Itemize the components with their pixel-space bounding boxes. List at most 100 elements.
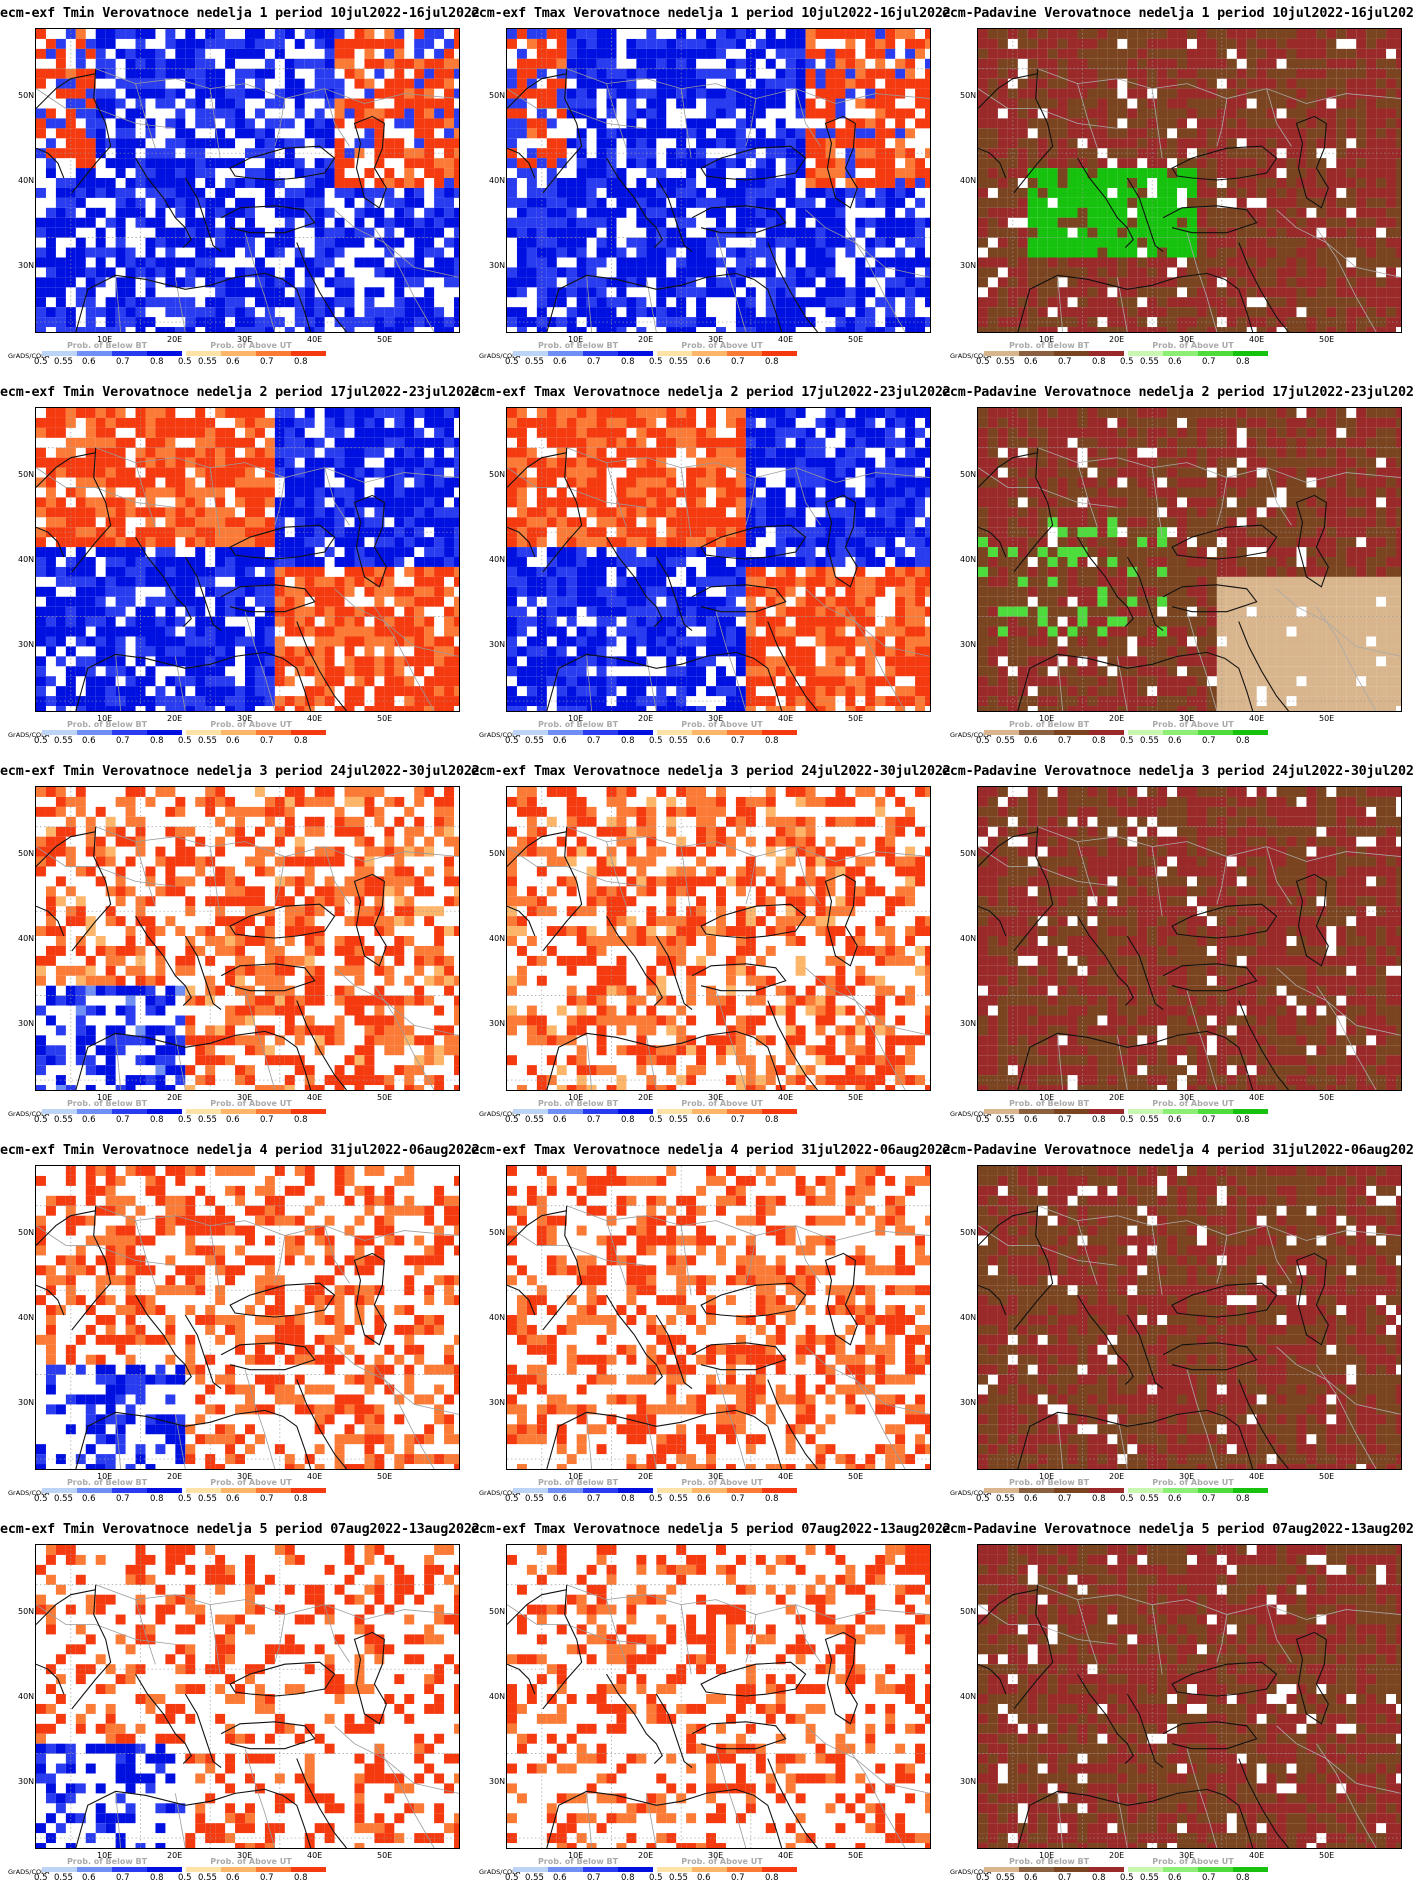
- legend-colorbar: [984, 1488, 1124, 1493]
- map-panel: ecm-exf Tmax Verovatnoce nedelja 1 perio…: [471, 0, 951, 379]
- longitude-label: 20E: [638, 1851, 654, 1860]
- longitude-label: 10E: [97, 1851, 113, 1860]
- latitude-label: 30N: [18, 1777, 35, 1786]
- legend-tick-label: 0.5: [178, 357, 192, 367]
- longitude-label: 40E: [1249, 335, 1265, 344]
- legend-tick-label: 0.7: [1058, 1115, 1072, 1125]
- legend-tick-label: 0.55: [996, 357, 1015, 367]
- legend-swatch: [1128, 1867, 1163, 1872]
- legend-above: Prob. of Above UT 0.5 0.55 0.6 0.7 0.8: [176, 341, 326, 371]
- software-tag: GrADS/COLA: [950, 1489, 992, 1497]
- legend-caption: Prob. of Below BT: [537, 1099, 619, 1108]
- legend-tick-label: 0.8: [1092, 1494, 1106, 1504]
- coastlines: [978, 1584, 1329, 1848]
- probability-shading: [978, 1545, 1401, 1848]
- software-tag: GrADS/COLA: [950, 1110, 992, 1118]
- legend-tick-label: 0.8: [294, 736, 308, 746]
- longitude-label: 40E: [778, 1851, 794, 1860]
- legend-tick-label: 0.55: [525, 1494, 544, 1504]
- legend-colorbar: [42, 1488, 182, 1493]
- legend-caption: Prob. of Above UT: [210, 1857, 292, 1866]
- legend-below: Prob. of Below BT 0.5 0.55 0.6 0.7 0.8: [32, 341, 182, 371]
- legend-swatch: [1163, 730, 1198, 735]
- legend-tick-label: 0.5: [1120, 1115, 1134, 1125]
- legend-tick-label: 0.55: [996, 736, 1015, 746]
- legend-caption: Prob. of Below BT: [537, 1478, 619, 1487]
- legend-swatch: [513, 351, 548, 356]
- legend-tick-label: 0.5: [505, 1873, 519, 1883]
- latitude-label: 50N: [18, 470, 35, 479]
- legend-swatch: [657, 1488, 692, 1493]
- legend-caption: Prob. of Above UT: [210, 1478, 292, 1487]
- software-tag: GrADS/COLA: [479, 731, 521, 739]
- legend-above: Prob. of Above UT 0.5 0.55 0.6 0.7 0.8: [647, 1478, 797, 1508]
- map-area: [506, 28, 931, 333]
- map-panel: ecm-Padavine Verovatnoce nedelja 5 perio…: [942, 1516, 1413, 1895]
- legend-below: Prob. of Below BT 0.5 0.55 0.6 0.7 0.8: [503, 1857, 653, 1887]
- longitude-label: 50E: [848, 335, 864, 344]
- legend-above: Prob. of Above UT 0.5 0.55 0.6 0.7 0.8: [1118, 341, 1268, 371]
- country-borders: [978, 1205, 1401, 1469]
- legend-caption: Prob. of Above UT: [1152, 1099, 1234, 1108]
- coastlines: [507, 1584, 858, 1848]
- coastlines: [978, 826, 1329, 1090]
- software-tag: GrADS/COLA: [479, 1868, 521, 1876]
- legend-tick-label: 0.5: [649, 736, 663, 746]
- longitude-label: 10E: [1039, 714, 1055, 723]
- legend-tick-label: 0.8: [1236, 1873, 1250, 1883]
- legend-below: Prob. of Below BT 0.5 0.55 0.6 0.7 0.8: [503, 720, 653, 750]
- legend-above: Prob. of Above UT 0.5 0.55 0.6 0.7 0.8: [176, 1099, 326, 1129]
- legend-swatch: [1198, 730, 1233, 735]
- legend-swatch: [583, 1867, 618, 1872]
- coastlines: [507, 1205, 858, 1469]
- latitude-label: 40N: [18, 555, 35, 564]
- legend-swatch: [984, 730, 1019, 735]
- legend-swatch: [984, 1109, 1019, 1114]
- legend-swatch: [583, 351, 618, 356]
- legend-tick-label: 0.6: [553, 1115, 567, 1125]
- latitude-label: 50N: [489, 91, 506, 100]
- legend-swatch: [42, 351, 77, 356]
- legend-swatch: [1054, 1867, 1089, 1872]
- legend-colorbar: [42, 1109, 182, 1114]
- latitude-label: 40N: [489, 555, 506, 564]
- legend-swatch: [727, 1488, 762, 1493]
- legend-swatch: [147, 730, 182, 735]
- legend-swatch: [548, 1867, 583, 1872]
- legend-swatch: [1054, 730, 1089, 735]
- map-area: [35, 407, 460, 712]
- legend-tick-label: 0.55: [996, 1494, 1015, 1504]
- map-panel: ecm-exf Tmax Verovatnoce nedelja 4 perio…: [471, 1137, 951, 1516]
- legend-below: Prob. of Below BT 0.5 0.55 0.6 0.7 0.8: [32, 1857, 182, 1887]
- legend-swatch: [291, 1867, 326, 1872]
- graticule: [36, 1166, 459, 1469]
- legend-tick-label: 0.7: [731, 357, 745, 367]
- legend-swatch: [984, 1867, 1019, 1872]
- legend-tick-label: 0.6: [226, 736, 240, 746]
- latitude-label: 30N: [18, 261, 35, 270]
- legend-above: Prob. of Above UT 0.5 0.55 0.6 0.7 0.8: [176, 720, 326, 750]
- legend-above: Prob. of Above UT 0.5 0.55 0.6 0.7 0.8: [1118, 1099, 1268, 1129]
- legend-tick-label: 0.5: [976, 357, 990, 367]
- legend-tick-label: 0.5: [976, 1115, 990, 1125]
- legend-swatch: [256, 1488, 291, 1493]
- legend-below: Prob. of Below BT 0.5 0.55 0.6 0.7 0.8: [974, 341, 1124, 371]
- legend-tick-label: 0.8: [765, 357, 779, 367]
- latitude-label: 50N: [960, 91, 977, 100]
- legend-swatch: [657, 1867, 692, 1872]
- probability-map: [36, 29, 459, 332]
- longitude-label: 30E: [237, 1851, 253, 1860]
- legend-tick-label: 0.5: [505, 736, 519, 746]
- legend-colorbar: [513, 1109, 653, 1114]
- legend-below: Prob. of Below BT 0.5 0.55 0.6 0.7 0.8: [974, 1099, 1124, 1129]
- map-area: [35, 28, 460, 333]
- map-area: [977, 786, 1402, 1091]
- probability-map: [507, 408, 930, 711]
- latitude-label: 30N: [960, 640, 977, 649]
- longitude-label: 40E: [307, 1851, 323, 1860]
- country-borders: [36, 1205, 459, 1469]
- software-tag: GrADS/COLA: [950, 731, 992, 739]
- legend-below: Prob. of Below BT 0.5 0.55 0.6 0.7 0.8: [503, 341, 653, 371]
- longitude-label: 40E: [1249, 1472, 1265, 1481]
- longitude-label: 40E: [778, 1093, 794, 1102]
